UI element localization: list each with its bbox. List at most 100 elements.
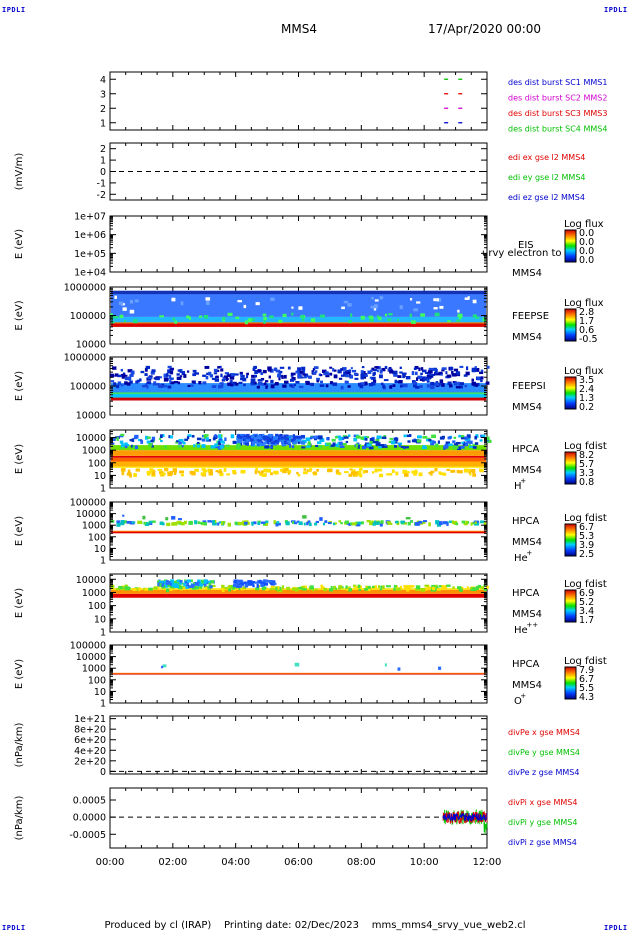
spectrogram-speck [364, 437, 368, 441]
spectrogram-speck [348, 369, 352, 374]
spectrogram-speck [350, 313, 353, 318]
colorbar-2 [564, 229, 577, 263]
y-tick-label-0: 2 [100, 104, 106, 115]
spectrogram-speck [320, 373, 323, 377]
spectrogram-speck [300, 434, 306, 439]
spectrogram-speck [345, 440, 349, 443]
spectrogram-speck [208, 582, 212, 586]
spectrogram-speck [348, 473, 353, 477]
spectrogram-speck [441, 586, 444, 590]
spectrogram-speck [282, 469, 287, 474]
spectrogram-speck [219, 365, 222, 369]
spectrogram-speck [348, 588, 352, 592]
spectrogram-speck [133, 436, 137, 440]
spectrogram-speck [396, 587, 401, 591]
spectrogram-speck [124, 520, 128, 524]
spectrogram-speck [241, 582, 244, 586]
spectrogram-speck [167, 369, 171, 374]
spectrogram-speck [345, 374, 349, 378]
spectrogram-speck [404, 446, 409, 449]
spectrogram-speck [362, 436, 367, 441]
spectrogram-speck [223, 375, 229, 378]
y-tick-label-8: 100 [88, 675, 106, 686]
spectrogram-speck [238, 581, 243, 585]
spectrogram-speck [217, 366, 220, 369]
spectrogram-speck [135, 468, 140, 472]
footer-printing-date: Printing date: 02/Dec/2023 [223, 920, 359, 931]
spectrogram-speck [186, 583, 189, 587]
spectrogram-speck [486, 439, 492, 443]
spectrogram-speck [459, 435, 465, 438]
spectrogram-speck [146, 471, 152, 474]
spectrogram-speck [269, 368, 274, 373]
spectrogram-speck [302, 588, 307, 591]
spectrogram-speck [170, 581, 175, 585]
spectrogram-speck [200, 586, 203, 589]
spectrogram-speck [370, 305, 375, 309]
spectrogram-speck [154, 377, 160, 381]
spectrogram-speck [332, 522, 336, 526]
spectrogram-speck [339, 441, 343, 446]
spectrogram-speck [203, 434, 208, 438]
spectrogram-speck [138, 587, 141, 592]
spectrogram-speck [165, 583, 169, 587]
spectrogram-speck [447, 381, 452, 386]
spectrogram-band-red [111, 397, 486, 401]
spectrogram-speck [274, 383, 279, 386]
spectrogram-speck [177, 381, 181, 385]
spectrogram-speck [364, 374, 368, 377]
colorbar-tick-6: 5.3 [579, 531, 594, 542]
spectrogram-speck [374, 299, 379, 302]
spectrogram-speck [176, 579, 180, 583]
spectrogram-speck [309, 436, 315, 439]
spectrogram-speck [290, 438, 294, 442]
species-label-5: H [514, 481, 522, 492]
spectrogram-speck [270, 580, 276, 584]
x-tick-label: 02:00 [158, 857, 187, 868]
spectrogram-speck [273, 520, 276, 524]
spectrogram-speck [429, 471, 433, 476]
spectrogram-speck [135, 380, 139, 384]
spectrogram-speck [130, 444, 133, 448]
spectrogram-speck [303, 376, 308, 379]
spectrogram-speck [418, 367, 421, 372]
spectrogram-speck [196, 444, 201, 448]
spectrogram-speck [453, 436, 457, 439]
spectrogram-speck [361, 366, 365, 369]
spectrogram-speck [449, 366, 454, 371]
spectrogram-speck [430, 373, 436, 377]
y-tick-label-7: 1000 [82, 588, 106, 599]
spectrogram-speck [232, 440, 237, 444]
spectrogram-speck [459, 382, 464, 386]
spectrogram-speck [258, 441, 262, 446]
spectrogram-speck [358, 382, 363, 387]
spectrogram-speck [280, 468, 283, 472]
spectrogram-speck [301, 314, 305, 319]
spectrogram-speck [270, 384, 275, 389]
spectrogram-speck [134, 434, 139, 439]
spectrogram-speck [190, 384, 194, 387]
spectrogram-speck [301, 317, 305, 322]
spectrogram-speck [335, 469, 340, 474]
spectrogram-speck [202, 520, 207, 524]
spectrogram-speck [399, 366, 402, 370]
spectrogram-speck [237, 583, 242, 586]
spectrogram-speck [418, 520, 423, 524]
spectrogram-speck [357, 470, 362, 475]
spectrogram-speck [149, 468, 154, 472]
date-title: 17/Apr/2020 00:00 [428, 22, 542, 36]
spectrogram-speck [312, 367, 316, 371]
spectrogram-speck [184, 579, 187, 582]
spectrogram-speck [129, 299, 134, 304]
spectrogram-speck [239, 440, 243, 444]
spectrogram-band-orange [111, 322, 486, 324]
spectrogram-speck [174, 380, 179, 384]
y-tick-label-0: 3 [100, 89, 106, 100]
spectrogram-speck [273, 367, 278, 371]
spectrogram-speck [306, 445, 311, 448]
spectrogram-speck [286, 434, 289, 437]
spectrogram-speck [377, 468, 383, 472]
spectrogram-speck [178, 438, 183, 442]
spectrogram-speck [322, 522, 326, 526]
spectrogram-speck [372, 372, 375, 377]
